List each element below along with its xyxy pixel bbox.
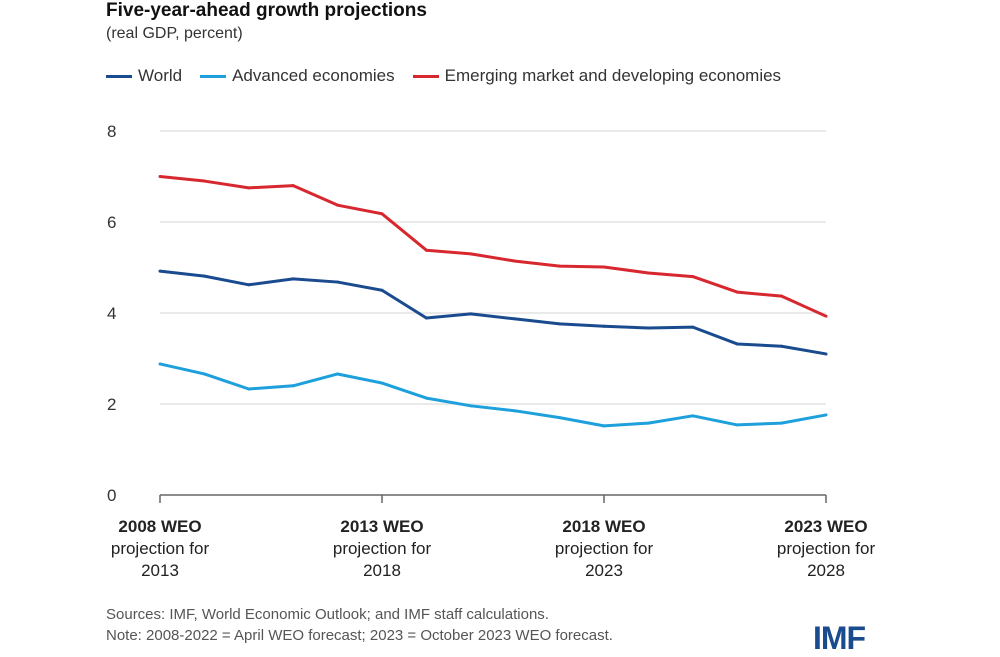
- legend-swatch: [200, 74, 227, 78]
- legend-label: Advanced economies: [232, 66, 395, 85]
- data-point: [691, 275, 695, 279]
- data-point: [158, 175, 162, 178]
- data-point: [602, 424, 606, 428]
- series-line-emerging-market-and-developing-economies: [159, 175, 827, 318]
- data-point: [247, 283, 251, 287]
- data-point: [247, 387, 251, 391]
- data-point: [291, 384, 295, 388]
- y-tick-label: 4: [107, 304, 116, 323]
- data-point: [780, 421, 784, 425]
- series-line-world: [159, 269, 827, 356]
- data-point: [735, 290, 739, 294]
- data-point: [646, 326, 650, 330]
- y-tick-label: 8: [107, 122, 116, 141]
- data-point: [202, 372, 206, 376]
- legend-label: Emerging market and developing economies: [444, 66, 782, 85]
- data-point: [469, 312, 473, 316]
- x-tick-label: 2028: [807, 561, 845, 580]
- data-point: [513, 259, 517, 263]
- data-point: [691, 325, 695, 329]
- data-point: [513, 409, 517, 413]
- y-tick-label: 0: [107, 486, 116, 505]
- data-point: [602, 324, 606, 328]
- data-point: [291, 277, 295, 281]
- data-point: [824, 352, 828, 356]
- data-point: [158, 269, 162, 273]
- x-tick-label: 2023: [585, 561, 623, 580]
- legend-label: World: [138, 66, 183, 85]
- data-point: [247, 186, 251, 190]
- data-point: [735, 342, 739, 346]
- x-tick-label: projection for: [333, 539, 432, 558]
- data-point: [780, 344, 784, 348]
- legend-swatch: [106, 74, 132, 78]
- legend-item-advanced: Advanced economies: [200, 66, 395, 86]
- x-tick-label: projection for: [777, 539, 876, 558]
- data-point: [824, 413, 828, 417]
- x-tick-label: projection for: [555, 539, 654, 558]
- data-point: [202, 274, 206, 278]
- data-point: [380, 212, 384, 216]
- data-point: [424, 396, 428, 400]
- data-point: [558, 322, 562, 326]
- forecast-note: Note: 2008-2022 = April WEO forecast; 20…: [106, 627, 613, 644]
- data-point: [380, 288, 384, 292]
- legend-item-world: World: [106, 66, 182, 86]
- chart-title: Five-year-ahead growth projections: [106, 0, 427, 21]
- x-tick-label: 2018: [363, 561, 401, 580]
- data-point: [469, 404, 473, 408]
- chart-subtitle: (real GDP, percent): [106, 25, 243, 42]
- data-point: [424, 248, 428, 252]
- data-point: [646, 421, 650, 425]
- y-tick-label: 2: [107, 395, 116, 414]
- series-line-advanced-economies: [159, 362, 827, 428]
- data-point: [691, 414, 695, 418]
- x-tick-label: 2023 WEO: [784, 517, 867, 536]
- x-tick-label: 2013: [141, 561, 179, 580]
- x-tick-label: 2008 WEO: [118, 517, 201, 536]
- data-point: [424, 316, 428, 320]
- x-tick-label: projection for: [111, 539, 210, 558]
- data-point: [336, 203, 340, 207]
- sources-note: Sources: IMF, World Economic Outlook; an…: [106, 606, 549, 623]
- data-point: [380, 381, 384, 385]
- data-point: [558, 264, 562, 268]
- data-point: [735, 423, 739, 427]
- data-point: [558, 416, 562, 420]
- data-point: [158, 362, 162, 366]
- data-point: [780, 294, 784, 298]
- legend-item-emerging: Emerging market and developing economies: [412, 66, 782, 86]
- data-point: [336, 372, 340, 376]
- legend: World Advanced economies Emerging market…: [106, 66, 781, 86]
- y-tick-label: 6: [107, 213, 116, 232]
- legend-swatch: [412, 74, 439, 78]
- imf-logo: IMF: [813, 620, 866, 656]
- data-point: [602, 265, 606, 269]
- x-tick-label: 2013 WEO: [340, 517, 423, 536]
- x-tick-label: 2018 WEO: [562, 517, 645, 536]
- data-point: [469, 252, 473, 256]
- data-point: [291, 184, 295, 188]
- data-point: [202, 179, 206, 183]
- data-point: [513, 317, 517, 321]
- data-point: [646, 271, 650, 275]
- data-point: [824, 314, 828, 318]
- data-point: [336, 280, 340, 284]
